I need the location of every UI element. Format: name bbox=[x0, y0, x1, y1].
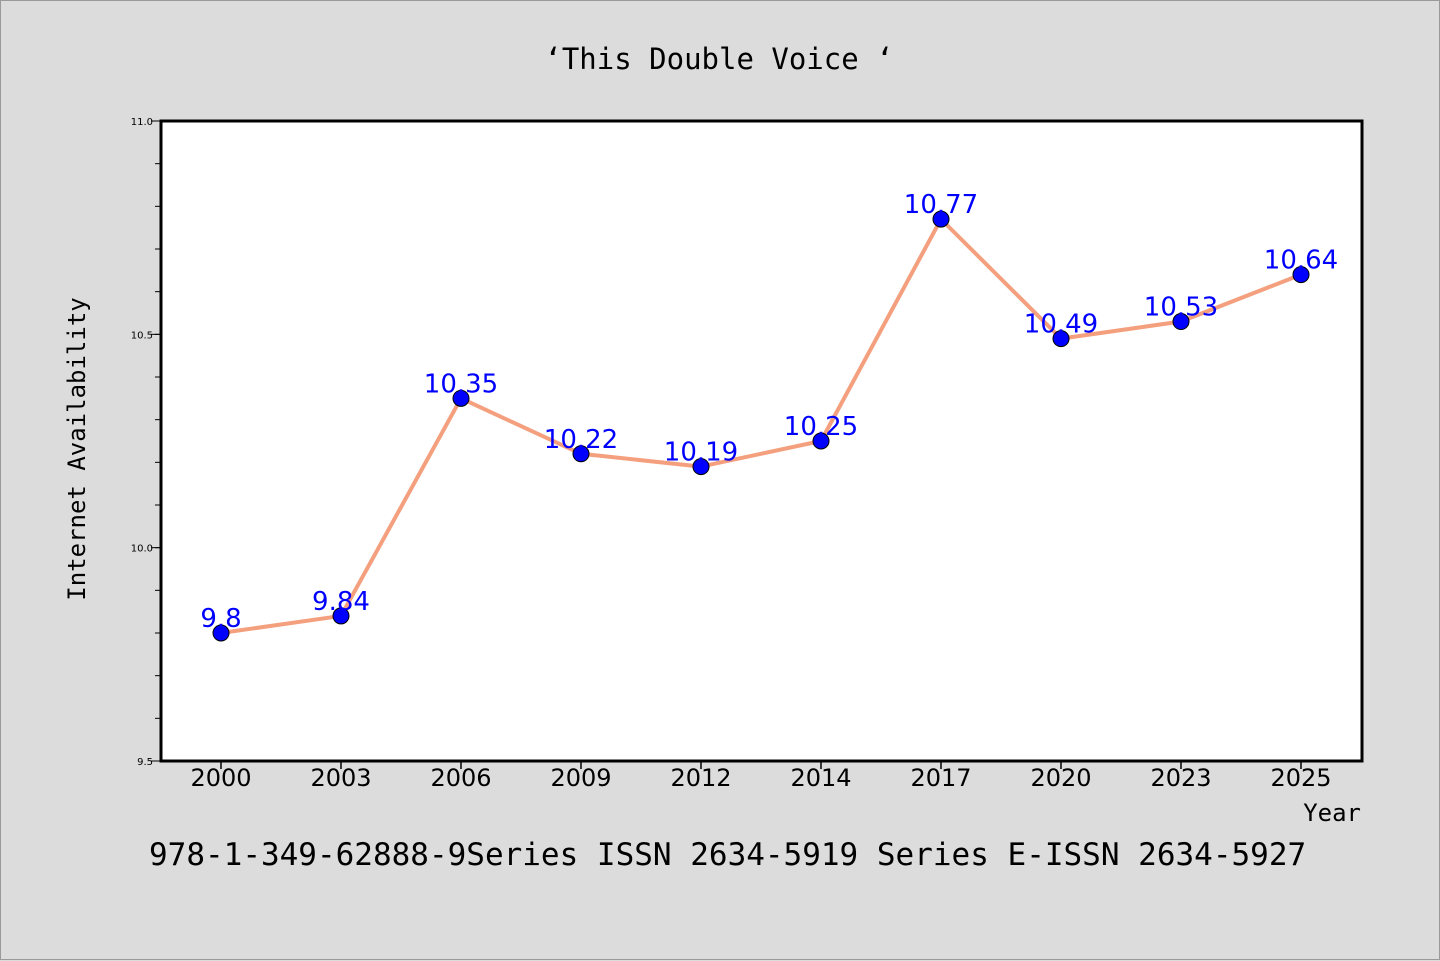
x-tick-label: 2020 bbox=[1030, 764, 1091, 792]
x-tick-label: 2009 bbox=[550, 764, 611, 792]
data-label: 10.19 bbox=[664, 438, 738, 468]
y-tick-label: 9.5 bbox=[137, 757, 153, 768]
data-label: 10.64 bbox=[1264, 246, 1338, 276]
data-point bbox=[332, 607, 350, 625]
x-tick-label: 2017 bbox=[910, 764, 971, 792]
x-axis-label: Year bbox=[1303, 799, 1361, 827]
data-label: 9.84 bbox=[312, 587, 370, 617]
x-axis-ticks: 2000 2003 2006 2009 2012 2014 2017 2020 2023 2025 bbox=[190, 761, 1332, 792]
data-point bbox=[1292, 266, 1310, 284]
data-point bbox=[812, 432, 830, 450]
data-label: 10.35 bbox=[424, 369, 498, 399]
series-line bbox=[220, 217, 1302, 635]
data-point bbox=[932, 210, 950, 228]
footer-isbn-issn: 978-1-349-62888-9Series ISSN 2634-5919 S… bbox=[149, 837, 1306, 873]
x-tick-label: 2014 bbox=[790, 764, 851, 792]
y-axis-label: Internet Availability bbox=[63, 297, 91, 600]
data-point bbox=[1052, 330, 1070, 348]
data-label: 10.25 bbox=[784, 412, 858, 442]
x-tick-label: 2000 bbox=[190, 764, 251, 792]
data-point bbox=[1172, 313, 1190, 331]
data-point bbox=[572, 445, 590, 463]
data-label: 10.49 bbox=[1024, 310, 1098, 340]
data-point bbox=[212, 624, 230, 642]
x-tick-label: 2012 bbox=[670, 764, 731, 792]
data-label: 10.53 bbox=[1144, 293, 1218, 323]
data-labels: 9.8 9.84 10.35 10.22 10.19 10.25 10.77 10.49 10.… bbox=[200, 190, 1338, 634]
y-tick-label: 10.5 bbox=[131, 330, 153, 341]
x-tick-label: 2025 bbox=[1270, 764, 1331, 792]
data-point bbox=[692, 458, 710, 476]
series-markers bbox=[212, 210, 1310, 642]
y-tick-label: 11.0 bbox=[131, 117, 153, 128]
x-tick-label: 2006 bbox=[430, 764, 491, 792]
plot-area bbox=[159, 119, 1364, 763]
data-point bbox=[452, 389, 470, 407]
data-label: 10.22 bbox=[544, 425, 618, 455]
data-label: 9.8 bbox=[200, 604, 241, 634]
y-axis-ticks: 9.5 10.0 10.5 11.0 bbox=[131, 117, 161, 768]
x-tick-label: 2003 bbox=[310, 764, 371, 792]
data-label: 10.77 bbox=[904, 190, 978, 220]
y-tick-label: 10.0 bbox=[131, 544, 153, 555]
chart-title: ‘This Double Voice ‘ bbox=[544, 42, 893, 76]
x-tick-label: 2023 bbox=[1150, 764, 1211, 792]
